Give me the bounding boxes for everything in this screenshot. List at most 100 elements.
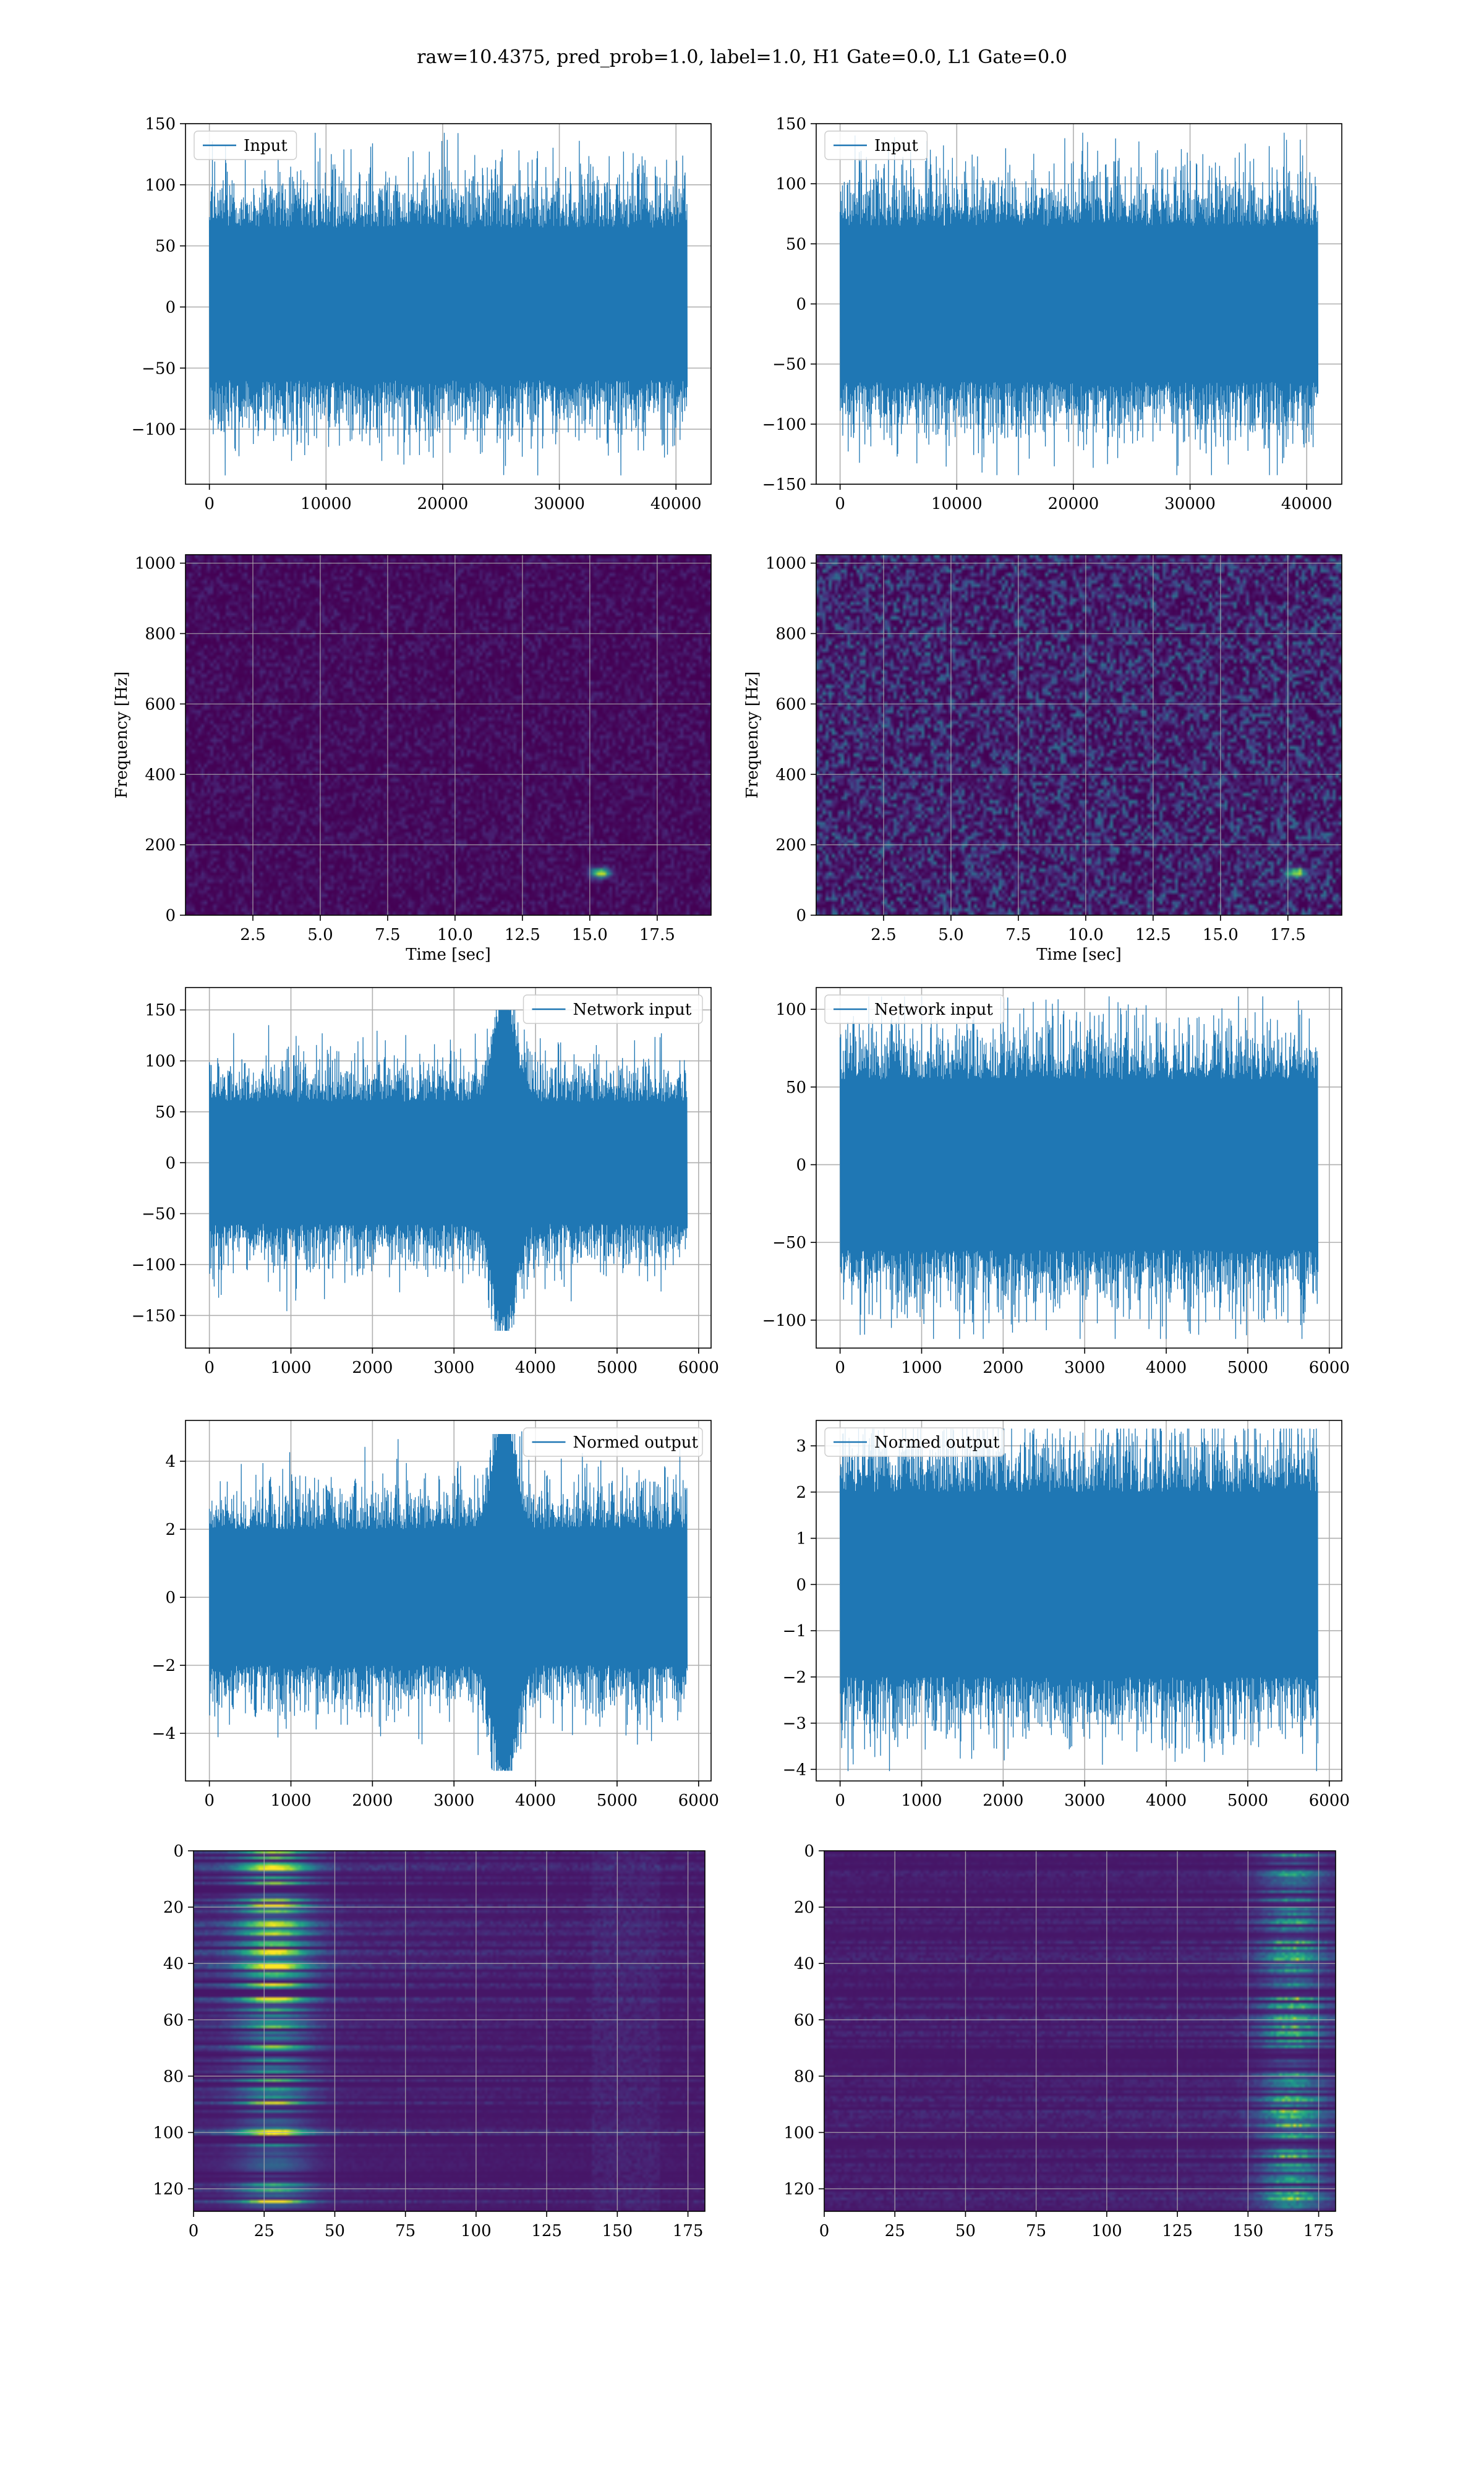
signal-trace — [839, 996, 1319, 1339]
x-tick-label: 0 — [835, 495, 845, 513]
y-tick-label: 0 — [173, 1842, 184, 1861]
x-tick-label: 15.0 — [572, 926, 608, 944]
y-axis-label: Frequency [Hz] — [113, 672, 131, 799]
y-tick-label: 0 — [796, 907, 806, 925]
x-tick-label: 4000 — [1146, 1791, 1187, 1810]
x-tick-label: 10000 — [931, 495, 983, 513]
y-tick-label: 100 — [775, 1001, 806, 1019]
x-tick-label: 100 — [461, 2222, 492, 2240]
x-tick-label: 10.0 — [1068, 926, 1104, 944]
panel-h1-input: 0 10000 20000 30000 40000 −100 −50 0 50 100 150 Inp… — [132, 115, 712, 513]
y-tick-label: 150 — [775, 115, 806, 134]
y-tick-label: 0 — [796, 296, 806, 314]
legend-box — [824, 994, 1005, 1024]
panel-l1-normed-output: 0 1000 2000 3000 4000 5000 6000 −4 −3 −2 −1 0 1 2 3 Nor… — [783, 1420, 1350, 1810]
x-tick-label: 0 — [204, 495, 215, 513]
y-tick-label: 100 — [145, 176, 176, 195]
x-tick-label: 7.5 — [375, 926, 400, 944]
y-tick-label: 40 — [163, 1955, 184, 1973]
legend: Normed output — [824, 1427, 1005, 1457]
x-tick-label: 17.5 — [1270, 926, 1306, 944]
legend-box — [522, 994, 703, 1024]
y-tick-label: 2 — [165, 1521, 176, 1539]
y-tick-label: 200 — [145, 836, 176, 855]
y-tick-label: 0 — [165, 298, 176, 317]
x-tick-label: 125 — [531, 2222, 562, 2240]
axes-frame — [185, 987, 712, 1349]
y-tick-label: 800 — [775, 625, 806, 644]
x-tick-label: 30000 — [534, 495, 585, 513]
y-tick-label: 400 — [145, 766, 176, 784]
axes-frame — [816, 987, 1342, 1349]
x-tick-label: 10.0 — [437, 926, 473, 944]
x-tick-label: 5000 — [597, 1791, 638, 1810]
signal-trace — [208, 1010, 688, 1331]
x-tick-label: 40000 — [650, 495, 702, 513]
x-tick-label: 2000 — [352, 1791, 393, 1810]
x-tick-label: 6000 — [1309, 1791, 1350, 1810]
y-tick-label: −100 — [132, 420, 176, 439]
signal-trace — [208, 132, 688, 476]
panel-h1-feature-map: 0 25 50 75 100 125 150 175 0 20 40 60 80 100 120 — [153, 1842, 706, 2240]
x-tick-label: 75 — [1026, 2222, 1046, 2240]
axes-frame — [185, 554, 712, 916]
panel-h1-network-input: 0 1000 2000 3000 4000 5000 6000 −150 −100 −50 0 50 1… — [132, 987, 719, 1377]
signal-trace — [839, 132, 1319, 476]
x-tick-label: 125 — [1162, 2222, 1193, 2240]
x-tick-label: 2000 — [983, 1359, 1023, 1377]
y-tick-label: 0 — [165, 1589, 176, 1607]
x-tick-label: 0 — [819, 2222, 830, 2240]
x-tick-label: 5.0 — [938, 926, 963, 944]
x-tick-label: 4000 — [1146, 1359, 1187, 1377]
legend-label: Network input — [573, 1001, 692, 1019]
x-tick-label: 5000 — [1227, 1359, 1268, 1377]
panel-l1-spectrogram: 2.5 5.0 7.5 10.0 12.5 15.0 17.5 0 200 400 600 800 10… — [743, 554, 1342, 964]
x-tick-label: 12.5 — [1135, 926, 1171, 944]
y-tick-label: 80 — [794, 2067, 814, 2086]
panel-h1-spectrogram: 2.5 5.0 7.5 10.0 12.5 15.0 17.5 0 200 400 600 800 10… — [113, 554, 712, 964]
y-tick-label: 600 — [145, 695, 176, 714]
x-tick-label: 6000 — [1309, 1359, 1350, 1377]
y-tick-label: −100 — [762, 1312, 806, 1330]
y-tick-label: −50 — [142, 1205, 176, 1224]
x-tick-label: 50 — [955, 2222, 976, 2240]
y-tick-label: −150 — [132, 1307, 176, 1325]
y-tick-label: 120 — [153, 2180, 184, 2199]
x-tick-label: 50 — [325, 2222, 345, 2240]
x-tick-label: 2000 — [983, 1791, 1023, 1810]
x-tick-label: 6000 — [678, 1791, 719, 1810]
legend-box — [824, 130, 928, 160]
panel-l1-feature-map: 0 25 50 75 100 125 150 175 0 20 40 60 80 100 120 — [783, 1842, 1336, 2240]
legend-label: Normed output — [573, 1433, 699, 1452]
x-tick-label: 17.5 — [639, 926, 675, 944]
y-tick-label: 100 — [153, 2124, 184, 2142]
y-tick-label: −50 — [772, 1234, 806, 1252]
x-tick-label: 0 — [204, 1359, 215, 1377]
legend-box — [194, 130, 297, 160]
y-tick-label: 600 — [775, 695, 806, 714]
x-tick-label: 25 — [254, 2222, 275, 2240]
x-tick-label: 150 — [602, 2222, 633, 2240]
y-tick-label: 1000 — [135, 555, 176, 573]
x-tick-label: 5000 — [1227, 1791, 1268, 1810]
y-tick-label: 40 — [794, 1955, 814, 1973]
legend: Input — [824, 130, 928, 160]
y-tick-label: 0 — [804, 1842, 814, 1861]
legend: Normed output — [522, 1427, 703, 1457]
y-tick-label: 50 — [155, 237, 176, 256]
y-tick-label: 1 — [796, 1530, 806, 1548]
x-tick-label: 40000 — [1281, 495, 1333, 513]
x-tick-label: 2.5 — [871, 926, 896, 944]
legend-label: Normed output — [874, 1433, 1000, 1452]
y-tick-label: 0 — [165, 907, 176, 925]
panels: 0 10000 20000 30000 40000−100−50050100150Inp… — [113, 115, 1350, 2240]
x-tick-label: 4000 — [515, 1359, 556, 1377]
y-tick-label: 3 — [796, 1437, 806, 1456]
x-tick-label: 30000 — [1164, 495, 1216, 513]
legend-label: Input — [244, 137, 288, 155]
grid-lines — [816, 555, 1342, 916]
y-tick-label: 4 — [165, 1453, 176, 1471]
axes-frame — [193, 1850, 706, 2212]
